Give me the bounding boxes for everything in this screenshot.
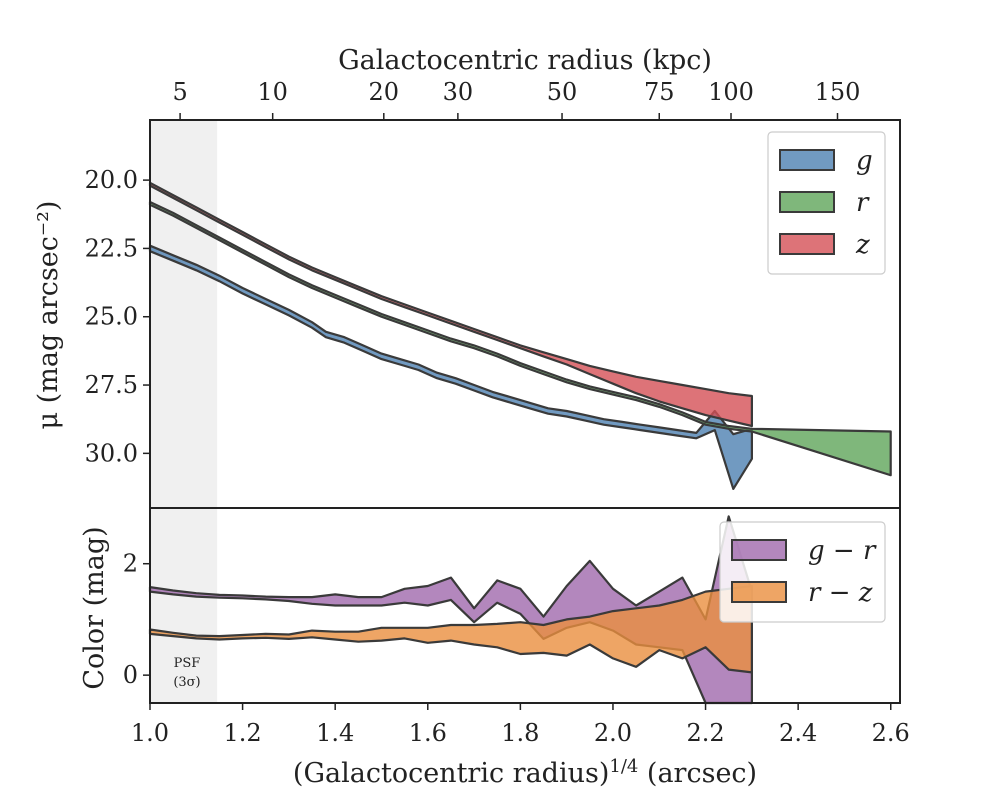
top-y-tick-label: 25.0 <box>85 303 138 331</box>
bottom-x-ticks: 1.0 1.2 1.4 1.6 1.8 2.0 2.2 2.4 2.6 <box>131 703 910 747</box>
top-x-tick-label: 30 <box>443 78 474 106</box>
surface-brightness-band-2 <box>148 181 753 428</box>
bottom-y-tick-label: 0 <box>123 661 138 689</box>
bottom-x-tick-label: 1.6 <box>409 719 447 747</box>
top-y-tick-label: 27.5 <box>85 371 138 399</box>
bottom-legend-swatch <box>731 539 787 561</box>
top-legend-swatch <box>779 233 835 255</box>
surface-brightness-panel: 20.0 22.5 25.0 27.5 30.0 5 10 20 30 50 75 100 150 G… <box>33 45 901 509</box>
bottom-x-tick-label: 1.0 <box>131 719 169 747</box>
color-panel: 02 1.0 1.2 1.4 1.6 1.8 2.0 2.2 2.4 2.6 (Galactoc… <box>79 507 910 789</box>
surface-brightness-series <box>148 181 892 490</box>
top-legend-swatch <box>779 191 835 213</box>
bottom-x-tick-label: 2.0 <box>594 719 632 747</box>
top-y-axis-label: μ (mag arcsec⁻²) <box>33 201 64 430</box>
bottom-x-tick-label: 2.2 <box>686 719 724 747</box>
psf-label-line2: (3σ) <box>173 675 200 690</box>
bottom-legend-label: g − r <box>808 536 877 566</box>
color-band-1 <box>148 584 753 674</box>
bottom-x-tick-label: 1.8 <box>501 719 539 747</box>
bottom-y-tick-label: 2 <box>123 550 138 578</box>
top-x-axis-label: Galactocentric radius (kpc) <box>338 45 712 76</box>
top-y-tick-label: 30.0 <box>85 439 138 467</box>
top-x-tick-label: 100 <box>708 78 754 106</box>
surface-brightness-band-0 <box>148 244 753 490</box>
psf-label-line1: PSF <box>174 656 201 671</box>
top-x-ticks: 5 10 20 30 50 75 100 150 <box>172 78 860 120</box>
psf-shaded-region-top <box>150 120 218 508</box>
top-legend-label: z <box>855 230 870 260</box>
psf-shaded-region-bottom <box>150 508 218 703</box>
bottom-legend-label: r − z <box>808 578 873 608</box>
top-x-tick-label: 10 <box>257 78 288 106</box>
top-x-tick-label: 75 <box>644 78 675 106</box>
bottom-x-tick-label: 1.2 <box>224 719 262 747</box>
bottom-x-tick-label: 2.4 <box>779 719 817 747</box>
top-x-tick-label: 5 <box>172 78 187 106</box>
top-y-tick-label: 22.5 <box>85 234 138 262</box>
bottom-y-ticks: 02 <box>123 550 150 689</box>
surface-brightness-band-1 <box>148 200 892 477</box>
top-legend-label: r <box>856 188 870 218</box>
top-y-tick-label: 20.0 <box>85 166 138 194</box>
bottom-x-tick-label: 2.6 <box>872 719 910 747</box>
bottom-y-axis-label: Color (mag) <box>79 526 110 689</box>
bottom-legend: g − r r − z <box>719 521 886 623</box>
top-x-tick-label: 150 <box>815 78 861 106</box>
top-x-tick-label: 20 <box>369 78 400 106</box>
bottom-x-axis-label: (Galactocentric radius)1/4 (arcsec) <box>293 756 757 789</box>
top-legend-label: g <box>856 146 873 176</box>
bottom-legend-swatch <box>731 581 787 603</box>
top-y-ticks: 20.0 22.5 25.0 27.5 30.0 <box>85 166 150 467</box>
bottom-axes-frame <box>149 507 901 704</box>
top-x-tick-label: 50 <box>547 78 578 106</box>
top-legend-swatch <box>779 149 835 171</box>
top-legend: grz <box>767 131 886 275</box>
bottom-x-tick-label: 1.4 <box>316 719 354 747</box>
